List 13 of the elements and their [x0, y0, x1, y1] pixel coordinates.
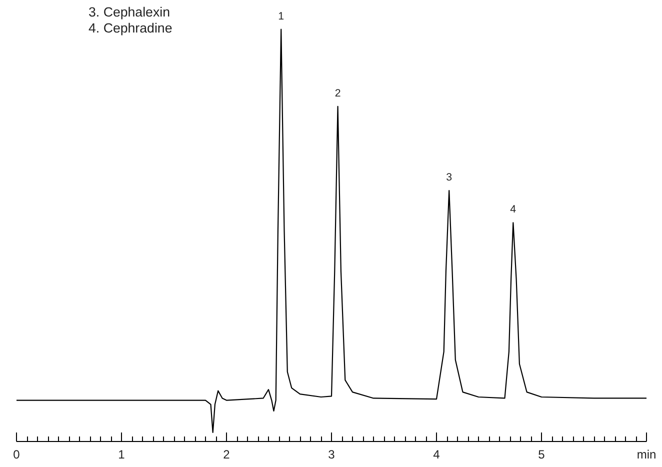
annotation: 2	[334, 87, 341, 100]
annotation: 4	[510, 204, 516, 216]
annotation: 1	[278, 10, 284, 22]
x-tick-label: 1	[118, 448, 126, 462]
text: 3. Cephalexin	[88, 4, 170, 20]
x-tick-label: 3	[328, 448, 336, 462]
x-tick-label: 2	[223, 448, 230, 462]
x-tick-label: 5	[538, 448, 546, 462]
annotation: 3	[446, 172, 452, 184]
x-tick-label: 0	[13, 448, 20, 462]
annotation: 4. Cephradine	[88, 20, 172, 36]
x-tick-label: min	[636, 448, 656, 462]
x-tick-label: 4	[433, 448, 440, 462]
